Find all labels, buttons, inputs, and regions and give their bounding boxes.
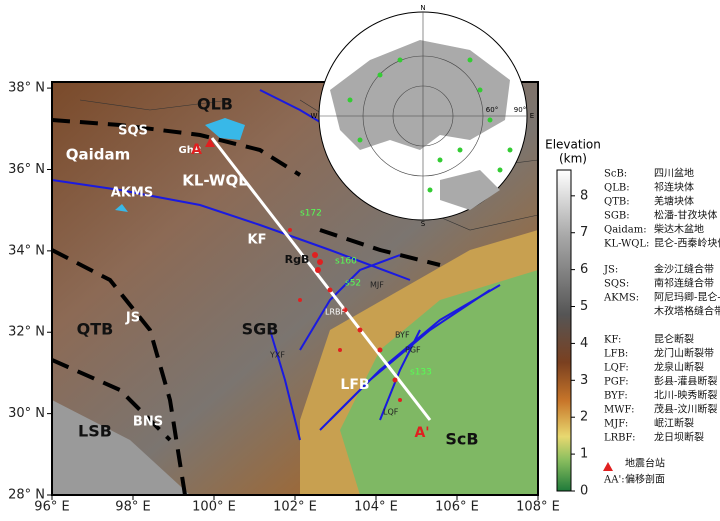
- legend-text: 茂县-汶川断裂: [654, 403, 717, 416]
- legend-text: 南祁连缝合带: [654, 277, 714, 290]
- lon-tick-label: 98° E: [115, 500, 150, 515]
- lat-tick-label: 36° N: [8, 162, 45, 177]
- legend-text: 彭县-灌县断裂: [654, 375, 717, 388]
- map-label: LRBF: [325, 308, 346, 317]
- figure: QLB SQS Qaidam GhB KL-WQL AKMS KF RgB s1…: [0, 0, 720, 517]
- map-label: ScB: [445, 430, 478, 449]
- legend-text: 昆仑断裂: [654, 333, 694, 346]
- map-label: A': [414, 425, 429, 441]
- map-label: s160: [335, 257, 357, 267]
- lon-tick-label: 108° E: [516, 500, 560, 515]
- map-label: QTB: [77, 320, 114, 339]
- map-label: Qaidam: [66, 146, 131, 164]
- map-label: LFB: [340, 377, 369, 393]
- lat-tick-label: 38° N: [8, 81, 45, 96]
- map-label: KL-WQL: [182, 172, 248, 190]
- legend-text: 岷江断裂: [654, 417, 694, 430]
- legend-text: 龙泉山断裂: [654, 361, 704, 374]
- lon-tick-label: 100° E: [192, 500, 236, 515]
- legend-key: MWF:: [604, 405, 634, 416]
- colorbar-tick-label: 8: [580, 188, 588, 203]
- lon-tick-label: 104° E: [354, 500, 398, 515]
- colorbar-tick-label: 7: [580, 225, 588, 240]
- map-label: BYF: [395, 331, 410, 340]
- colorbar-tick-label: 3: [580, 373, 588, 388]
- map-label: s172: [300, 209, 322, 219]
- colorbar-tick-label: 4: [580, 336, 588, 351]
- legend-key: BYF:: [604, 391, 628, 402]
- legend-key: ScB:: [604, 169, 627, 180]
- legend-text: 阿尼玛卿-昆仑-: [654, 291, 720, 304]
- map-label: PGF: [405, 346, 421, 355]
- legend-text: 祁连块体: [654, 181, 694, 194]
- inset-label: N: [420, 4, 425, 12]
- legend-key: AA':: [603, 475, 625, 486]
- colorbar-title: Elevation: [545, 138, 601, 152]
- map-label: A: [191, 142, 202, 158]
- legend-key: KF:: [604, 335, 621, 346]
- colorbar-tick-label: 5: [580, 299, 588, 314]
- legend-text: 偏移剖面: [625, 473, 665, 486]
- legend-text: 金沙江缝合带: [654, 263, 714, 276]
- legend-key: QLB:: [604, 183, 630, 194]
- legend-key: LFB:: [604, 349, 628, 360]
- legend-key: JS:: [603, 265, 618, 276]
- map-label: QLB: [197, 95, 233, 114]
- map-label: MJF: [370, 281, 384, 290]
- lat-tick-label: 28° N: [8, 488, 45, 503]
- legend-text: 木孜塔格缝合带: [654, 305, 720, 318]
- inset-label: W: [311, 112, 318, 120]
- lon-tick-label: 106° E: [435, 500, 479, 515]
- lat-tick-label: 34° N: [8, 243, 45, 258]
- legend-key: SQS:: [604, 279, 629, 290]
- colorbar-unit: (km): [559, 152, 587, 166]
- legend-key: QTB:: [604, 197, 630, 208]
- legend-text: 龙门山断裂带: [654, 347, 714, 360]
- legend-text: 羌塘块体: [654, 195, 694, 208]
- inset-label: 60°: [486, 106, 498, 114]
- colorbar-tick-label: 1: [580, 447, 588, 462]
- legend-key: LQF:: [604, 363, 629, 374]
- legend-text: 松潘-甘孜块体: [654, 209, 717, 222]
- legend-key: LRBF:: [604, 433, 635, 444]
- map-label: BNS: [133, 415, 163, 430]
- legend-text: 昆仑-西秦岭块体: [654, 237, 720, 250]
- legend-text: 地震台站: [625, 457, 665, 470]
- inset-label: S: [421, 220, 426, 228]
- map-label: LQF: [383, 408, 399, 417]
- colorbar-tick-label: 6: [580, 262, 588, 277]
- colorbar: [557, 170, 571, 491]
- legend-text: 龙日坝断裂: [654, 431, 704, 444]
- inset-label: 90°: [514, 106, 526, 114]
- map-label: s133: [410, 368, 432, 378]
- map-label: RgB: [285, 253, 310, 266]
- legend-key: SGB:: [604, 211, 630, 222]
- map-label: KF: [248, 233, 267, 248]
- inset-label: E: [530, 112, 534, 120]
- legend-key: AKMS:: [603, 293, 639, 304]
- map-label: LSB: [78, 422, 112, 441]
- legend-key: Qaidam:: [604, 225, 647, 236]
- legend-text: 四川盆地: [654, 167, 694, 180]
- map-label: YXF: [269, 351, 285, 360]
- colorbar-tick-label: 0: [580, 484, 588, 499]
- map-label: AKMS: [111, 186, 153, 201]
- legend-key: PGF:: [604, 377, 629, 388]
- legend-key: KL-WQL:: [604, 239, 649, 250]
- map-label: SGB: [242, 320, 279, 339]
- colorbar-tick-label: 2: [580, 410, 588, 425]
- map-label: JS: [125, 311, 140, 326]
- legend-key: MJF:: [604, 419, 628, 430]
- station-symbol: [603, 462, 613, 471]
- legend-text: 柴达木盆地: [654, 223, 704, 236]
- legend-text: 北川-映秀断裂: [654, 389, 717, 402]
- lat-tick-label: 30° N: [8, 406, 45, 421]
- map-label: s52: [345, 279, 361, 289]
- map-label: SQS: [118, 124, 148, 139]
- lon-tick-label: 102° E: [273, 500, 317, 515]
- lat-tick-label: 32° N: [8, 325, 45, 340]
